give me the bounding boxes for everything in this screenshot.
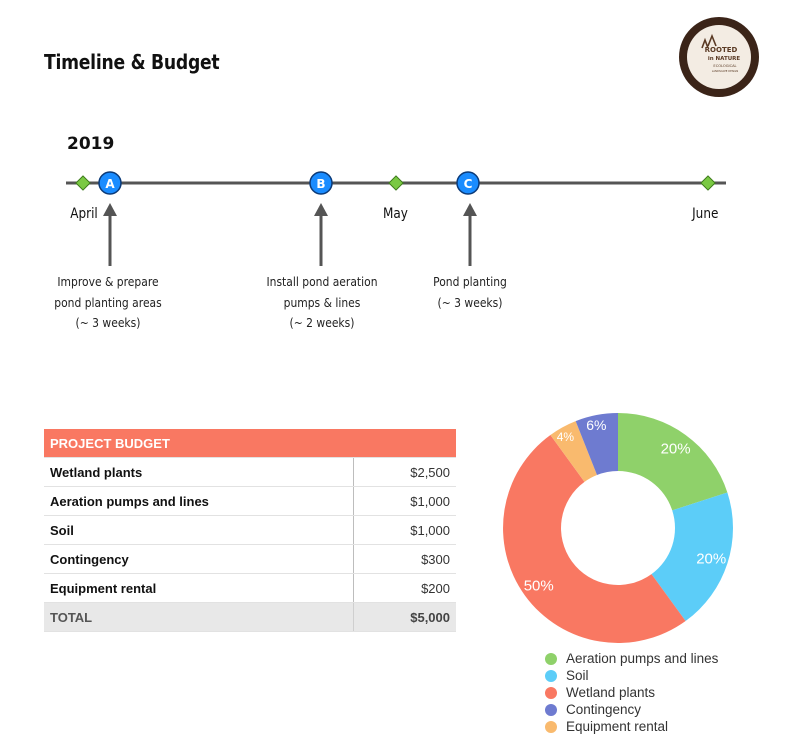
- donut-slice-wetland-plants: [503, 434, 686, 643]
- milestone-a-line: pond planting areas: [54, 294, 162, 310]
- legend-label: Wetland plants: [566, 685, 656, 700]
- milestone-c-line: Pond planting: [433, 274, 507, 289]
- milestone-c-letter: C: [464, 177, 473, 191]
- budget-cost: $200: [353, 573, 456, 603]
- budget-header: PROJECT BUDGET: [44, 429, 456, 458]
- logo-text-design: LANDSCAPE DESIGN: [712, 69, 739, 73]
- budget-row: Contingency $300: [44, 544, 456, 574]
- legend-item: Aeration pumps and lines: [545, 650, 718, 667]
- timeline-graphic: A B C: [66, 171, 726, 266]
- milestone-a-arrow: [103, 203, 117, 266]
- month-label-may: May: [383, 206, 408, 222]
- legend-label: Soil: [566, 668, 589, 683]
- budget-header-row: PROJECT BUDGET: [44, 429, 456, 458]
- legend-swatch: [545, 720, 557, 733]
- milestone-b-line: pumps & lines: [283, 294, 361, 310]
- milestone-b-line: Install pond aeration: [266, 274, 378, 289]
- budget-item: Aeration pumps and lines: [44, 486, 354, 516]
- milestone-a-duration: (~ 3 weeks): [75, 315, 141, 330]
- budget-row: Soil $1,000: [44, 515, 456, 545]
- legend-swatch: [545, 686, 557, 699]
- chart-legend: Aeration pumps and lines Soil Wetland plan…: [545, 650, 718, 735]
- milestone-a-letter: A: [105, 177, 115, 191]
- legend-item: Equipment rental: [545, 718, 718, 735]
- milestone-c-duration: (~ 3 weeks): [437, 294, 503, 310]
- milestone-a-line: Improve & prepare: [57, 274, 159, 289]
- budget-row: Equipment rental $200: [44, 573, 456, 603]
- donut-slice-contingency: [575, 413, 618, 476]
- logo-text-nature: in NATURE: [708, 56, 741, 62]
- donut-data-label: 4%: [557, 430, 575, 444]
- company-logo: ROOTED in NATURE ECOLOGICAL LANDSCAPE DE…: [679, 17, 759, 97]
- budget-row: Aeration pumps and lines $1,000: [44, 486, 456, 516]
- timeline-year: 2019: [67, 134, 115, 154]
- budget-cost: $1,000: [353, 515, 456, 545]
- budget-item: Soil: [44, 515, 354, 545]
- milestone-b-letter: B: [316, 177, 325, 191]
- legend-label: Aeration pumps and lines: [566, 651, 719, 666]
- logo-text-ecological: ECOLOGICAL: [713, 64, 736, 68]
- budget-cost: $2,500: [353, 457, 456, 487]
- timeline-diamond-june: [700, 175, 716, 191]
- milestone-b-marker: B: [309, 171, 333, 195]
- budget-cost: $300: [353, 544, 456, 574]
- legend-item: Contingency: [545, 701, 718, 718]
- timeline-diamond-start: [75, 175, 91, 191]
- budget-cost: $1,000: [353, 486, 456, 516]
- budget-table: PROJECT BUDGET Wetland plants $2,500 Aer…: [44, 429, 456, 632]
- legend-label: Equipment rental: [566, 719, 669, 734]
- donut-slice-aeration-pumps-and-lines: [618, 413, 728, 511]
- budget-total-label: TOTAL: [44, 602, 354, 632]
- legend-swatch: [545, 669, 557, 682]
- legend-swatch: [545, 652, 557, 665]
- milestone-c-arrow: [463, 203, 477, 266]
- donut-slice-equipment-rental: [550, 421, 598, 482]
- budget-item: Equipment rental: [44, 573, 354, 603]
- donut-data-label: 20%: [696, 550, 726, 567]
- budget-total-row: TOTAL $5,000: [44, 602, 456, 632]
- logo-text-rooted: ROOTED: [705, 46, 738, 54]
- milestone-c-description: Pond planting (~ 3 weeks): [393, 272, 548, 313]
- milestone-a-marker: A: [98, 171, 122, 195]
- budget-donut-chart: 20% 20% 50% 4% 6%: [503, 413, 733, 643]
- budget-row: Wetland plants $2,500: [44, 457, 456, 487]
- milestone-b-arrow: [314, 203, 328, 266]
- page-title: Timeline & Budget: [44, 50, 220, 74]
- legend-item: Soil: [545, 667, 718, 684]
- milestone-a-description: Improve & prepare pond planting areas (~…: [31, 272, 186, 334]
- milestone-b-duration: (~ 2 weeks): [289, 315, 355, 330]
- donut-data-label: 6%: [586, 417, 606, 433]
- legend-label: Contingency: [566, 702, 642, 717]
- donut-data-label: 20%: [661, 441, 691, 458]
- budget-item: Contingency: [44, 544, 354, 574]
- legend-swatch: [545, 703, 557, 716]
- timeline-diamond-may: [388, 175, 404, 191]
- budget-item: Wetland plants: [44, 457, 354, 487]
- donut-data-label: 50%: [524, 578, 554, 595]
- legend-item: Wetland plants: [545, 684, 718, 701]
- month-label-april: April: [70, 206, 98, 222]
- milestone-b-description: Install pond aeration pumps & lines (~ 2…: [245, 272, 400, 334]
- month-label-june: June: [692, 206, 719, 222]
- donut-slice-soil: [651, 492, 733, 622]
- budget-total-cost: $5,000: [353, 602, 456, 632]
- milestone-c-marker: C: [456, 171, 480, 195]
